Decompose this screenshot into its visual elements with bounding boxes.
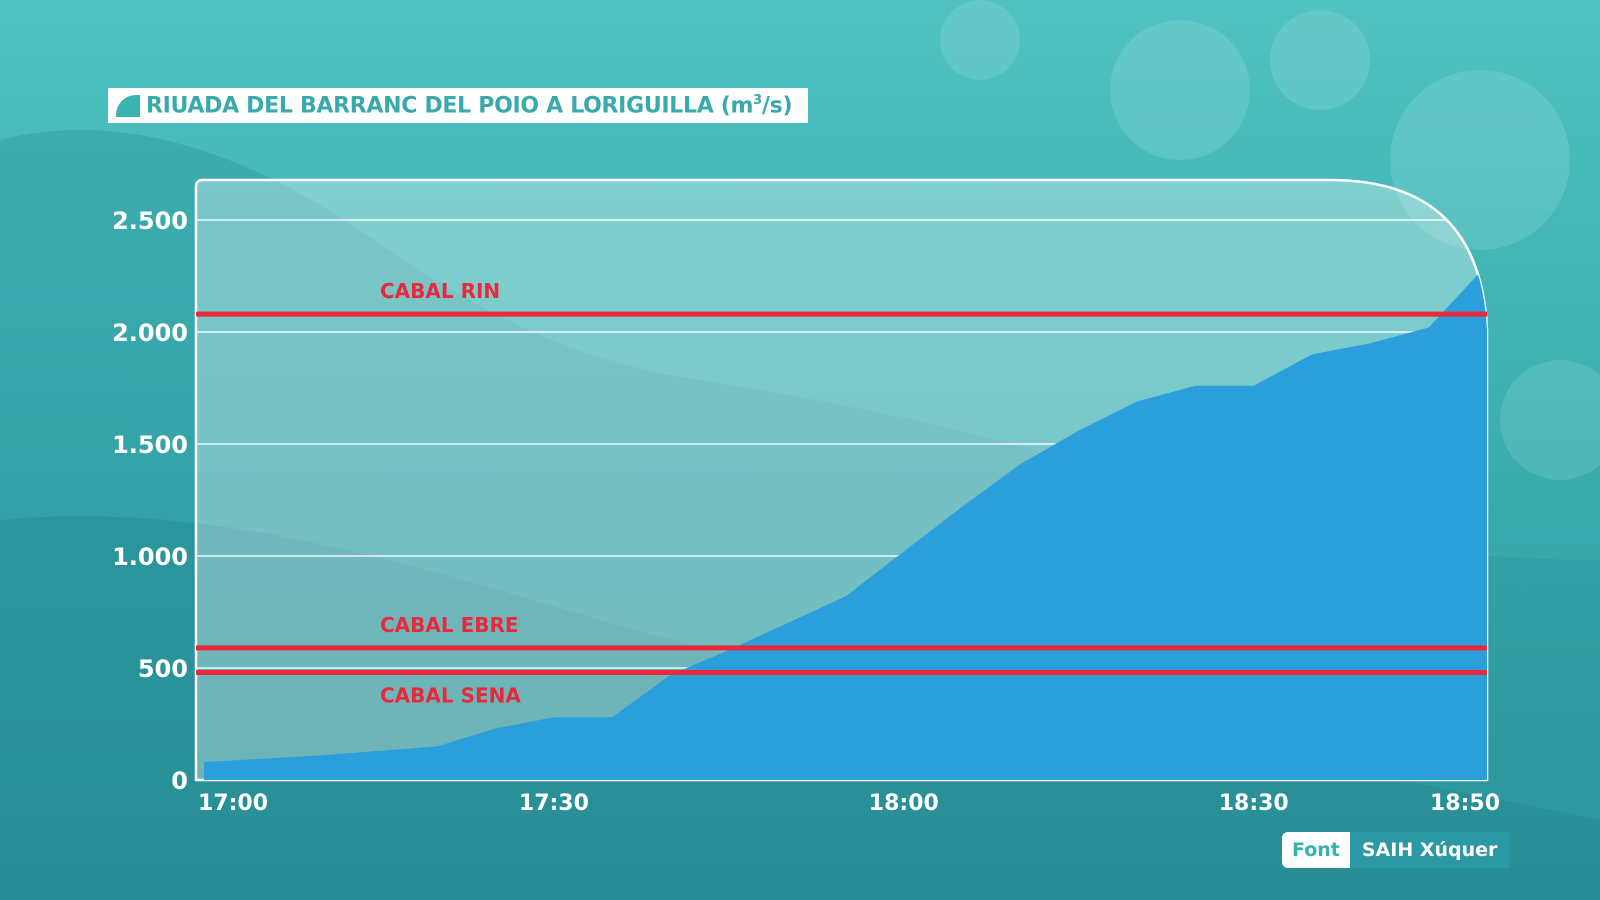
reference-label-2: CABAL SENA (380, 683, 521, 707)
y-axis-ticks: 0 500 1.000 1.500 2.000 2.500 (112, 207, 188, 795)
title-quarter-circle-icon (116, 94, 140, 117)
x-tick-label: 18:00 (869, 791, 939, 816)
y-tick-label: 2.500 (112, 207, 188, 235)
y-tick-label: 2.000 (112, 319, 188, 347)
chart-title-suffix: /s) (761, 93, 793, 119)
source-label: Font (1282, 832, 1350, 868)
y-tick-label: 500 (138, 655, 188, 683)
flow-area (204, 264, 1487, 780)
y-tick-label: 1.000 (112, 543, 188, 571)
chart-title-main: RIUADA DEL BARRANC DEL POIO A LORIGUILLA… (146, 93, 754, 119)
x-axis-ticks: 17:00 17:30 18:00 18:30 18:50 (198, 791, 1500, 816)
reference-lines: CABAL RIN CABAL EBRE CABAL SENA (196, 279, 1487, 707)
source-credit: Font SAIH Xúquer (1282, 832, 1510, 868)
y-tick-label: 1.500 (112, 431, 188, 459)
chart-title: RIUADA DEL BARRANC DEL POIO A LORIGUILLA… (146, 92, 793, 119)
x-tick-label: 18:30 (1219, 791, 1289, 816)
chart-title-box: RIUADA DEL BARRANC DEL POIO A LORIGUILLA… (108, 88, 809, 123)
source-value: SAIH Xúquer (1349, 832, 1510, 868)
x-tick-label: 17:30 (519, 791, 589, 816)
x-tick-label: 18:50 (1430, 791, 1500, 816)
area-layer (204, 264, 1487, 780)
x-tick-label: 17:00 (198, 791, 268, 816)
y-tick-label: 0 (171, 767, 188, 795)
reference-label-0: CABAL RIN (380, 279, 500, 303)
reference-label-1: CABAL EBRE (380, 613, 519, 637)
chart-title-superscript: 3 (753, 92, 762, 108)
